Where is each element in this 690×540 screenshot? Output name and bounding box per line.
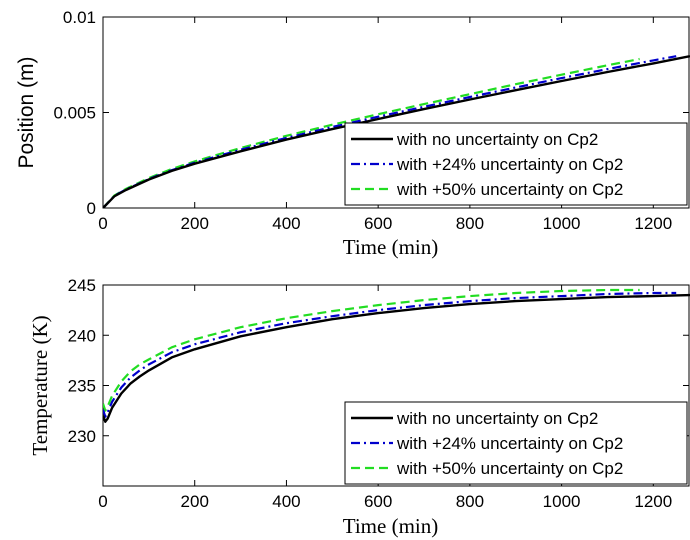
- x-tick-label: 400: [272, 214, 300, 233]
- legend-entry-1: with no uncertainty on Cp2: [396, 130, 598, 149]
- x-tick-label: 1200: [634, 492, 672, 511]
- x-tick-label: 0: [98, 214, 107, 233]
- x-tick-label: 800: [456, 214, 484, 233]
- series-line-3: [103, 288, 640, 412]
- legend-entry-3: with +50% uncertainty on Cp2: [396, 180, 623, 199]
- legend-entry-1: with no uncertainty on Cp2: [396, 409, 598, 428]
- y-tick-label: 245: [68, 276, 96, 295]
- legend-box: [344, 122, 688, 206]
- x-tick-label: 400: [272, 492, 300, 511]
- x-axis-label: Time (min): [343, 514, 438, 538]
- series-line-1: [103, 293, 690, 423]
- x-tick-label: 200: [181, 214, 209, 233]
- series-line-2: [103, 291, 677, 418]
- x-tick-label: 0: [98, 492, 107, 511]
- y-tick-label: 0.005: [53, 104, 96, 123]
- y-axis-label: Position (m): [15, 56, 38, 168]
- y-tick-label: 0: [87, 199, 96, 218]
- x-tick-label: 600: [364, 214, 392, 233]
- legend-entry-2: with +24% uncertainty on Cp2: [396, 434, 623, 453]
- x-axis-label: Time (min): [343, 235, 438, 259]
- series-line-1: [103, 55, 690, 208]
- x-tick-label: 1000: [543, 492, 581, 511]
- y-tick-label: 230: [68, 427, 96, 446]
- x-tick-label: 1000: [543, 214, 581, 233]
- y-tick-label: 0.01: [63, 8, 96, 27]
- chart-panel-1: 0 200 400 600 800 1000 1200 0 0.005 0.01 Time (min…: [15, 8, 690, 259]
- x-tick-label: 200: [181, 492, 209, 511]
- legend-box: [344, 401, 688, 485]
- x-tick-label: 800: [456, 492, 484, 511]
- y-axis-label: Temperature (K): [28, 315, 52, 455]
- x-tick-label: 1200: [634, 214, 672, 233]
- legend-entry-2: with +24% uncertainty on Cp2: [396, 155, 623, 174]
- y-tick-label: 235: [68, 377, 96, 396]
- chart-panel-2: 0 200 400 600 800 1000 1200 230 235 240 245 Time (m…: [28, 276, 690, 538]
- x-tick-label: 600: [364, 492, 392, 511]
- y-tick-label: 240: [68, 326, 96, 345]
- legend-entry-3: with +50% uncertainty on Cp2: [396, 459, 623, 478]
